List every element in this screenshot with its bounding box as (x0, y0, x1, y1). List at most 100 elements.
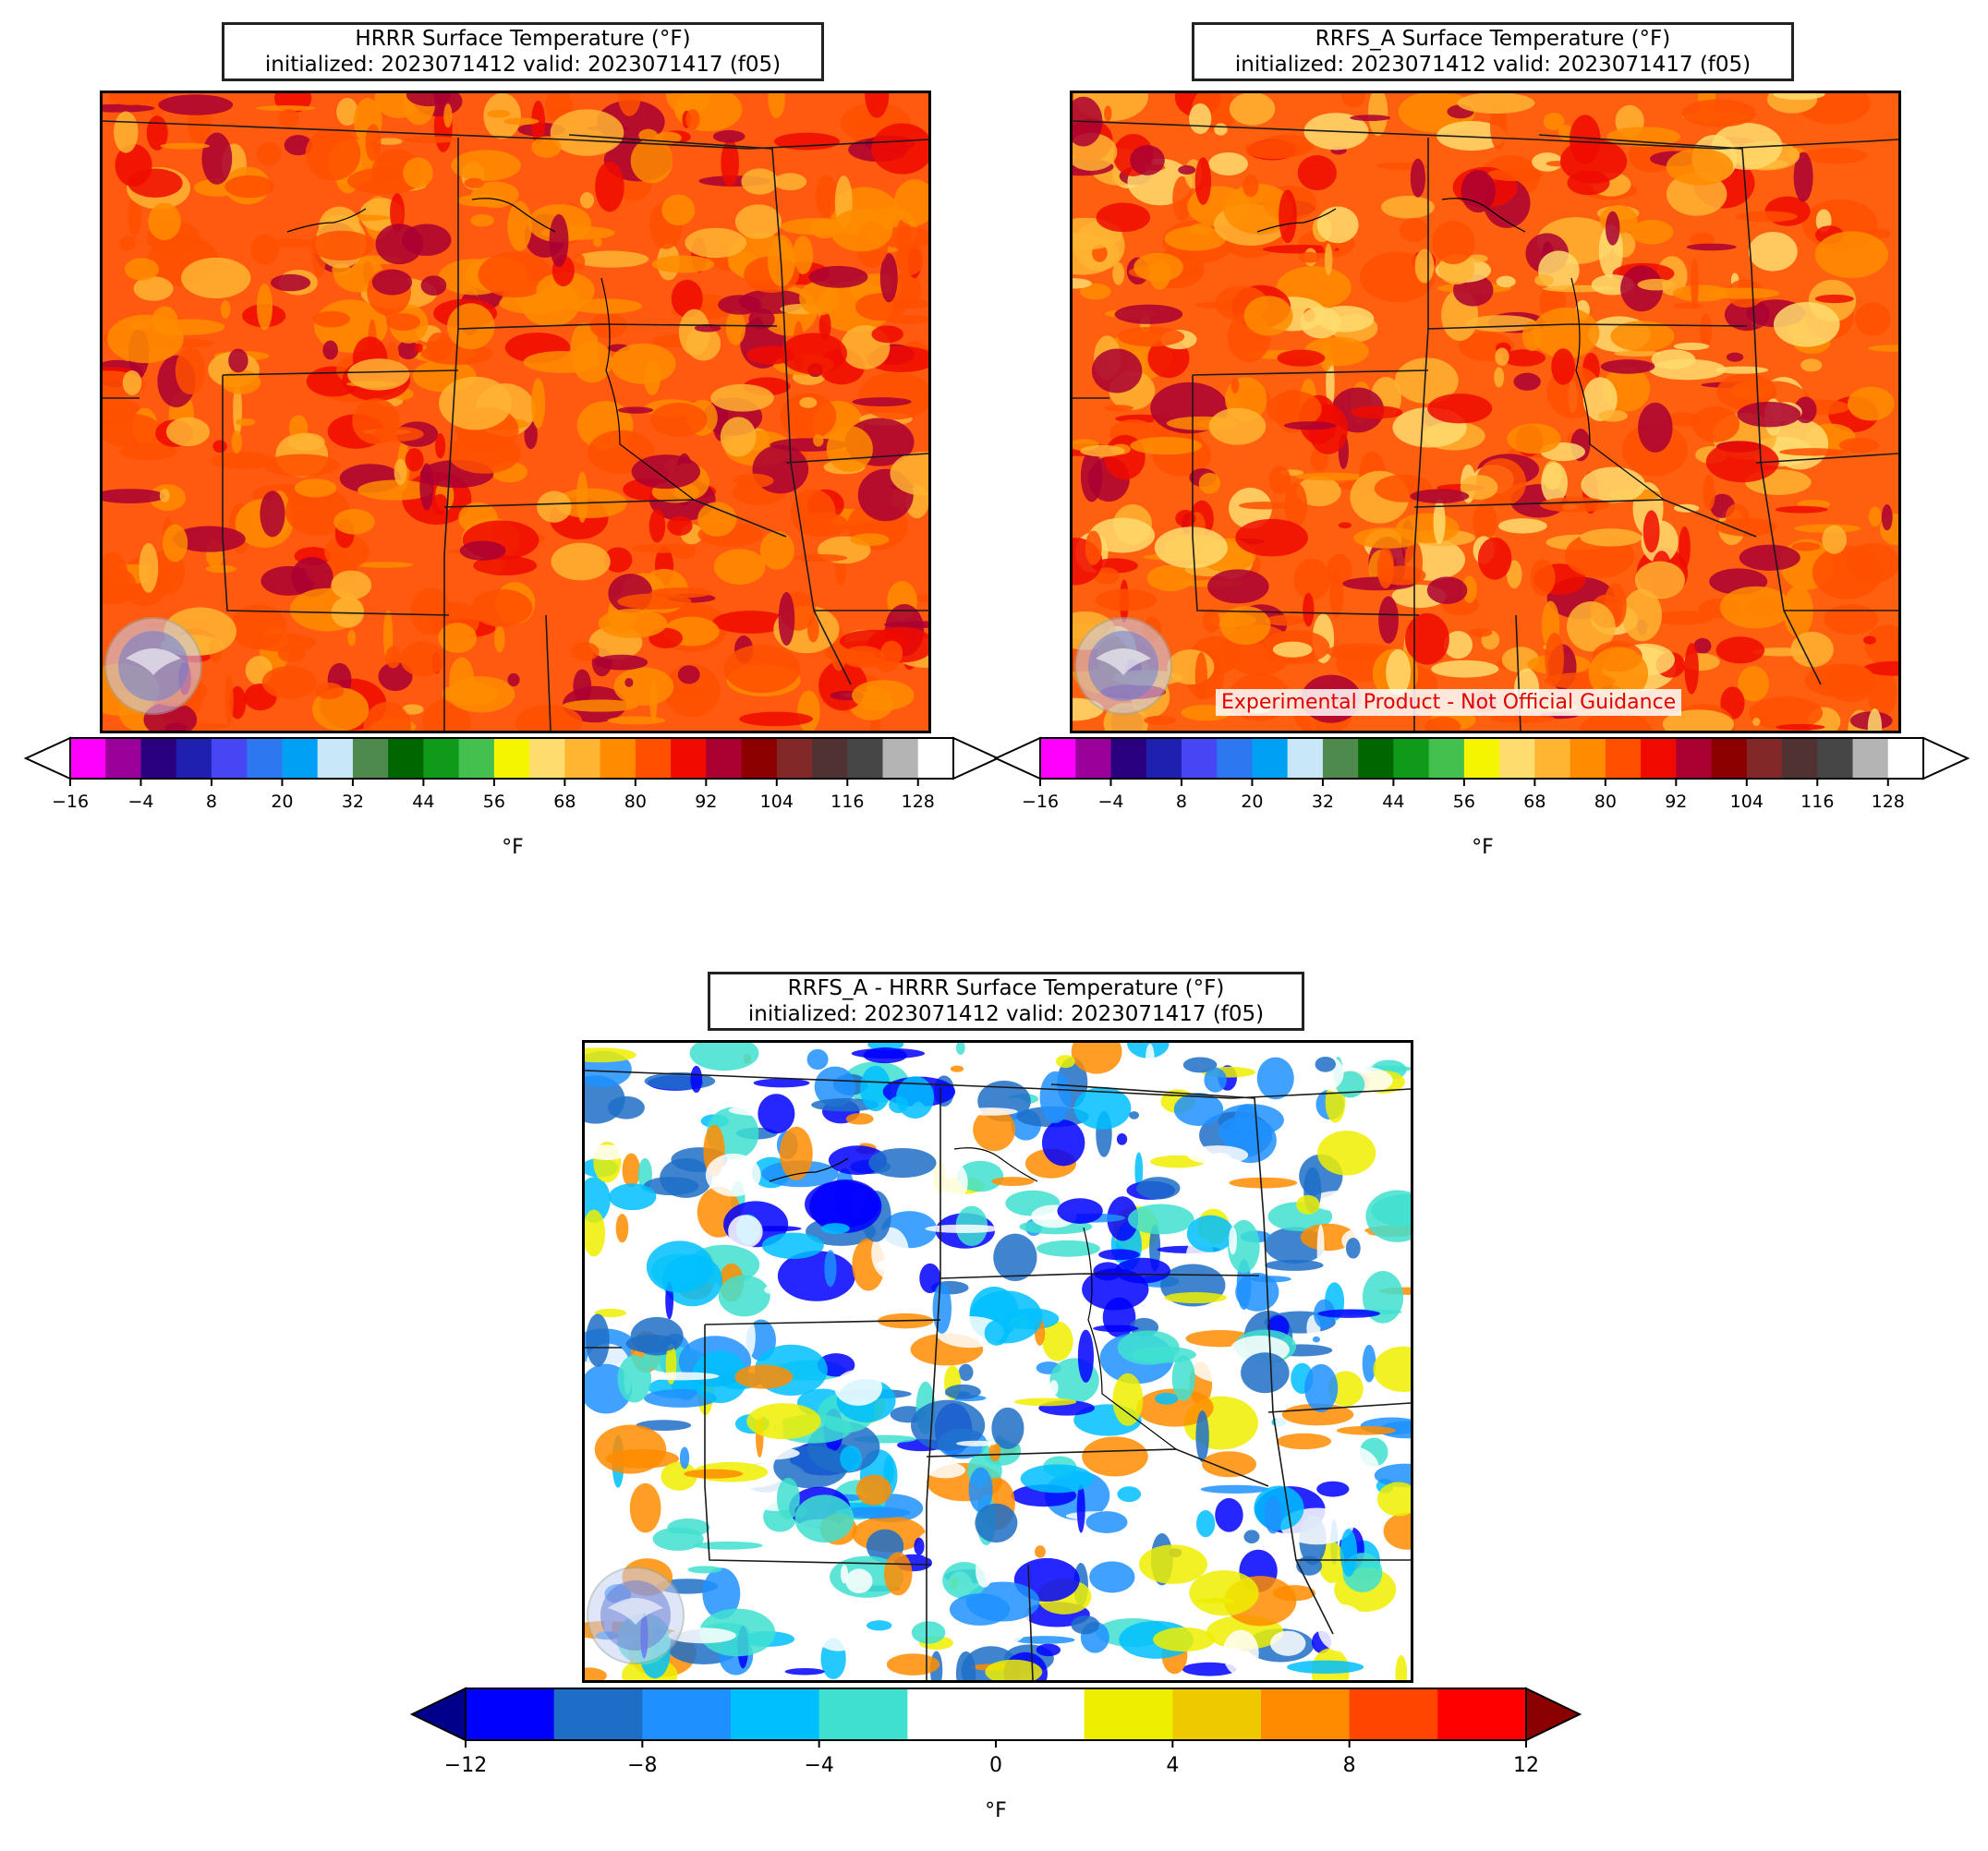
colorbar-segment (882, 738, 919, 779)
colorbar-segment (564, 738, 601, 779)
noaa-logo-icon (1074, 617, 1172, 715)
colorbar-segment (247, 738, 283, 779)
colorbar-segment (1711, 738, 1748, 779)
title-line-2: initialized: 2023071412 valid: 202307141… (264, 53, 782, 77)
colorbar-segment (1393, 738, 1430, 779)
colorbar-tick-label: 92 (1665, 792, 1687, 812)
colorbar-segment (1641, 738, 1677, 779)
colorbar-tick-label: 68 (1523, 792, 1546, 812)
colorbar-segment (1040, 738, 1076, 779)
colorbar-segment (706, 738, 743, 779)
colorbar-extend-over (1525, 1687, 1582, 1742)
colorbar-segment (553, 1688, 643, 1740)
colorbar-segment (493, 738, 530, 779)
colorbar-tick-label: 104 (1730, 792, 1764, 812)
experimental-disclaimer: Experimental Product - Not Official Guid… (1216, 689, 1682, 716)
colorbar-tick-label: −4 (804, 1754, 833, 1777)
colorbar-segment (1437, 1688, 1527, 1740)
colorbar-segment (140, 738, 177, 779)
colorbar-tick-label: −4 (1097, 792, 1123, 812)
colorbar-tick-label: 8 (1176, 792, 1187, 812)
colorbar-tick-label: 12 (1513, 1754, 1539, 1777)
colorbar-segment (917, 738, 954, 779)
colorbar-tick-label: −4 (127, 792, 153, 812)
colorbar-tick-label: 116 (1800, 792, 1834, 812)
colorbar-segment (466, 1688, 555, 1740)
colorbar-segment (1570, 738, 1606, 779)
colorbar-segment (907, 1688, 997, 1740)
colorbar-tick-label: 56 (1453, 792, 1475, 812)
noaa-logo-icon (104, 617, 202, 715)
map-canvas (1073, 93, 1898, 731)
map-canvas (585, 1043, 1411, 1680)
colorbar-segment (1217, 738, 1253, 779)
colorbar-extend-over (952, 736, 1000, 780)
colorbar-segment (1172, 1688, 1262, 1740)
colorbar-segment (741, 738, 778, 779)
colorbar-units-label: °F (985, 1799, 1007, 1822)
colorbar-tick-label: 20 (1241, 792, 1263, 812)
colorbar-tick-label: 56 (483, 792, 505, 812)
colorbar-segment (388, 738, 424, 779)
colorbar-units-label: °F (1472, 836, 1494, 859)
colorbar-tick-label: 128 (1872, 792, 1905, 812)
colorbar-tick-label: 128 (902, 792, 935, 812)
colorbar-segment (1349, 1688, 1438, 1740)
colorbar-segment (1261, 1688, 1351, 1740)
colorbar-tick-label: 80 (624, 792, 647, 812)
rivers (286, 198, 695, 501)
colorbar-segment (1146, 738, 1182, 779)
colorbar-tick-label: 32 (342, 792, 364, 812)
colorbar-segment (1605, 738, 1642, 779)
colorbar-tick-label: 20 (271, 792, 293, 812)
colorbar-segment (1887, 738, 1924, 779)
colorbar-tick-label: −16 (1022, 792, 1059, 812)
colorbar-units-label: °F (502, 836, 524, 859)
colorbar-segment (458, 738, 495, 779)
colorbar-segment (1252, 738, 1289, 779)
colorbar-segment (847, 738, 884, 779)
colorbar-segment (671, 738, 707, 779)
colorbar-tick-label: −16 (52, 792, 89, 812)
title-line-1: HRRR Surface Temperature (°F) (355, 27, 691, 51)
colorbar-segment (423, 738, 460, 779)
colorbar-temperature: −16 −4 8 20 32 44 56 68 80 92 104 116 128 (23, 736, 1000, 812)
colorbar-tick-label: 92 (695, 792, 717, 812)
colorbar-tick-label: 8 (1343, 1754, 1356, 1777)
colorbar-segment (635, 738, 672, 779)
colorbar-segment (70, 738, 106, 779)
state-borders (103, 120, 928, 731)
colorbar-tick-label: 104 (760, 792, 794, 812)
colorbar-tick-label: 80 (1594, 792, 1617, 812)
colorbar-segment (1287, 738, 1324, 779)
colorbar-segment (600, 738, 636, 779)
noaa-logo-icon (587, 1567, 685, 1664)
colorbar-tick-label: 32 (1312, 792, 1334, 812)
title-line-1: RRFS_A - HRRR Surface Temperature (°F) (787, 976, 1225, 1000)
colorbar-segment (105, 738, 141, 779)
colorbar-segment (776, 738, 813, 779)
colorbar-tick-label: 4 (1166, 1754, 1179, 1777)
colorbar-segment (731, 1688, 820, 1740)
colorbar-segment (1852, 738, 1889, 779)
colorbar-segment (1181, 738, 1218, 779)
map-canvas (103, 93, 928, 731)
colorbar-segment (1746, 738, 1783, 779)
colorbar-segment (642, 1688, 732, 1740)
map-rrfs (1070, 91, 1901, 733)
rivers (769, 1147, 1177, 1450)
colorbar-segment (1676, 738, 1713, 779)
field-blobs (103, 93, 928, 731)
colorbar-segment (529, 738, 565, 779)
colorbar-segment (1358, 738, 1394, 779)
colorbar-segment (1817, 738, 1854, 779)
colorbar-segment (1782, 738, 1818, 779)
map-hrrr (100, 91, 931, 733)
colorbar-tick-label: 116 (830, 792, 864, 812)
colorbar-segment (1428, 738, 1465, 779)
colorbar-extend-over (1922, 736, 1970, 780)
panel-title: RRFS_A - HRRR Surface Temperature (°F) i… (708, 972, 1304, 1031)
colorbar-extend-under (409, 1687, 467, 1742)
colorbar-extend-under (993, 736, 1041, 780)
colorbar-tick-label: 68 (553, 792, 576, 812)
